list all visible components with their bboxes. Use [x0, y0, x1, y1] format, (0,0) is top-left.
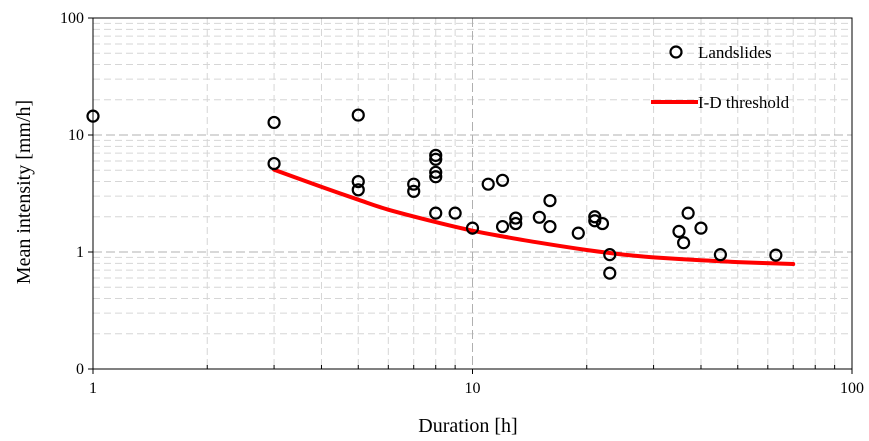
- landslide-point: [429, 170, 443, 184]
- series-lines: [272, 167, 796, 266]
- landslide-point: [267, 156, 281, 171]
- landslide-point: [603, 266, 617, 280]
- landslide-point: [694, 221, 708, 235]
- landslide-point: [509, 211, 523, 225]
- landslide-point: [429, 165, 443, 179]
- landslide-point: [769, 248, 783, 262]
- landslide-point: [429, 206, 443, 220]
- landslide-point: [532, 210, 546, 224]
- legend-item-landslides: Landslides: [669, 43, 772, 62]
- legend-marker-landslides: [669, 45, 683, 59]
- y-tick-labels: 0 1 10 100: [60, 10, 84, 378]
- landslide-point: [429, 152, 443, 166]
- landslide-point: [429, 148, 443, 162]
- y-tick-label: 1: [76, 244, 84, 261]
- legend-item-id-threshold: I-D threshold: [651, 93, 790, 112]
- x-tick-label: 100: [840, 380, 864, 397]
- landslide-point: [672, 224, 686, 238]
- landslide-point: [351, 108, 365, 122]
- legend-label-id-threshold: I-D threshold: [698, 93, 790, 112]
- landslide-point: [495, 219, 510, 234]
- landslide-point: [465, 221, 480, 235]
- landslide-point: [351, 183, 365, 197]
- axis-ticks: [88, 17, 853, 374]
- landslide-point: [351, 174, 365, 189]
- y-tick-label: 100: [60, 10, 84, 27]
- legend-label-landslides: Landslides: [698, 43, 772, 62]
- landslide-point: [713, 248, 727, 262]
- landslide-point: [509, 216, 523, 231]
- landslide-point: [495, 173, 510, 187]
- y-tick-label: 0: [76, 361, 84, 378]
- series-points: [86, 108, 783, 280]
- id-threshold-line: [272, 167, 796, 266]
- landslide-point: [543, 193, 557, 208]
- landslide-point: [681, 206, 695, 220]
- landslide-point: [407, 177, 421, 191]
- landslide-point: [481, 177, 495, 191]
- landslide-point: [588, 210, 602, 224]
- landslide-point: [603, 248, 617, 262]
- landslide-point: [571, 226, 585, 240]
- landslide-point: [407, 184, 421, 198]
- landslide-point: [588, 214, 602, 228]
- landslide-point: [86, 109, 100, 123]
- legend: Landslides I-D threshold: [651, 43, 790, 112]
- x-axis-title: Duration [h]: [418, 415, 517, 437]
- x-tick-labels: 1 10 100: [89, 380, 864, 397]
- landslide-point: [448, 206, 462, 220]
- landslide-point: [677, 236, 691, 250]
- y-axis-title: Mean intensity [mm/h]: [13, 100, 35, 284]
- y-tick-label: 10: [68, 127, 84, 144]
- landslide-point: [267, 115, 281, 130]
- x-tick-label: 10: [465, 380, 481, 397]
- landslide-point: [543, 219, 557, 234]
- x-tick-label: 1: [89, 380, 97, 397]
- landslide-point: [595, 216, 610, 231]
